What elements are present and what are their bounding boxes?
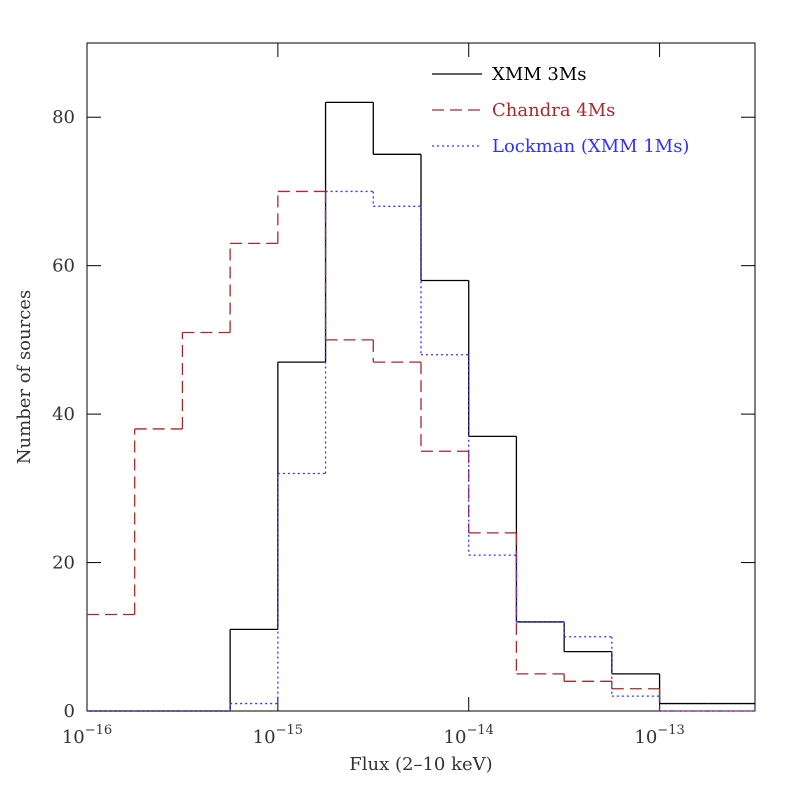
x-tick-label: 10−14 bbox=[444, 723, 494, 748]
x-tick-label: 10−16 bbox=[62, 723, 112, 748]
x-tick-exponent: −14 bbox=[466, 723, 493, 738]
x-tick-label: 10−13 bbox=[634, 723, 684, 748]
x-tick-base: 10 bbox=[634, 727, 657, 748]
plot-frame bbox=[86, 42, 756, 712]
x-tick-base: 10 bbox=[253, 727, 276, 748]
y-tick-label: 80 bbox=[52, 107, 75, 128]
x-tick-label: 10−15 bbox=[253, 723, 303, 748]
x-axis-label: Flux (2–10 keV) bbox=[349, 754, 492, 775]
y-tick-label: 40 bbox=[52, 404, 75, 425]
y-tick-label: 60 bbox=[52, 256, 75, 277]
y-axis-label: Number of sources bbox=[14, 290, 35, 464]
x-tick-base: 10 bbox=[62, 727, 85, 748]
y-tick-label: 0 bbox=[64, 701, 75, 722]
x-tick-exponent: −15 bbox=[276, 723, 303, 738]
y-tick-label: 20 bbox=[52, 553, 75, 574]
legend-label: XMM 3Ms bbox=[492, 64, 587, 85]
x-tick-exponent: −16 bbox=[85, 723, 112, 738]
x-tick-base: 10 bbox=[444, 727, 467, 748]
legend-label: Lockman (XMM 1Ms) bbox=[492, 136, 689, 157]
legend-label: Chandra 4Ms bbox=[492, 100, 615, 121]
x-tick-exponent: −13 bbox=[657, 723, 684, 738]
